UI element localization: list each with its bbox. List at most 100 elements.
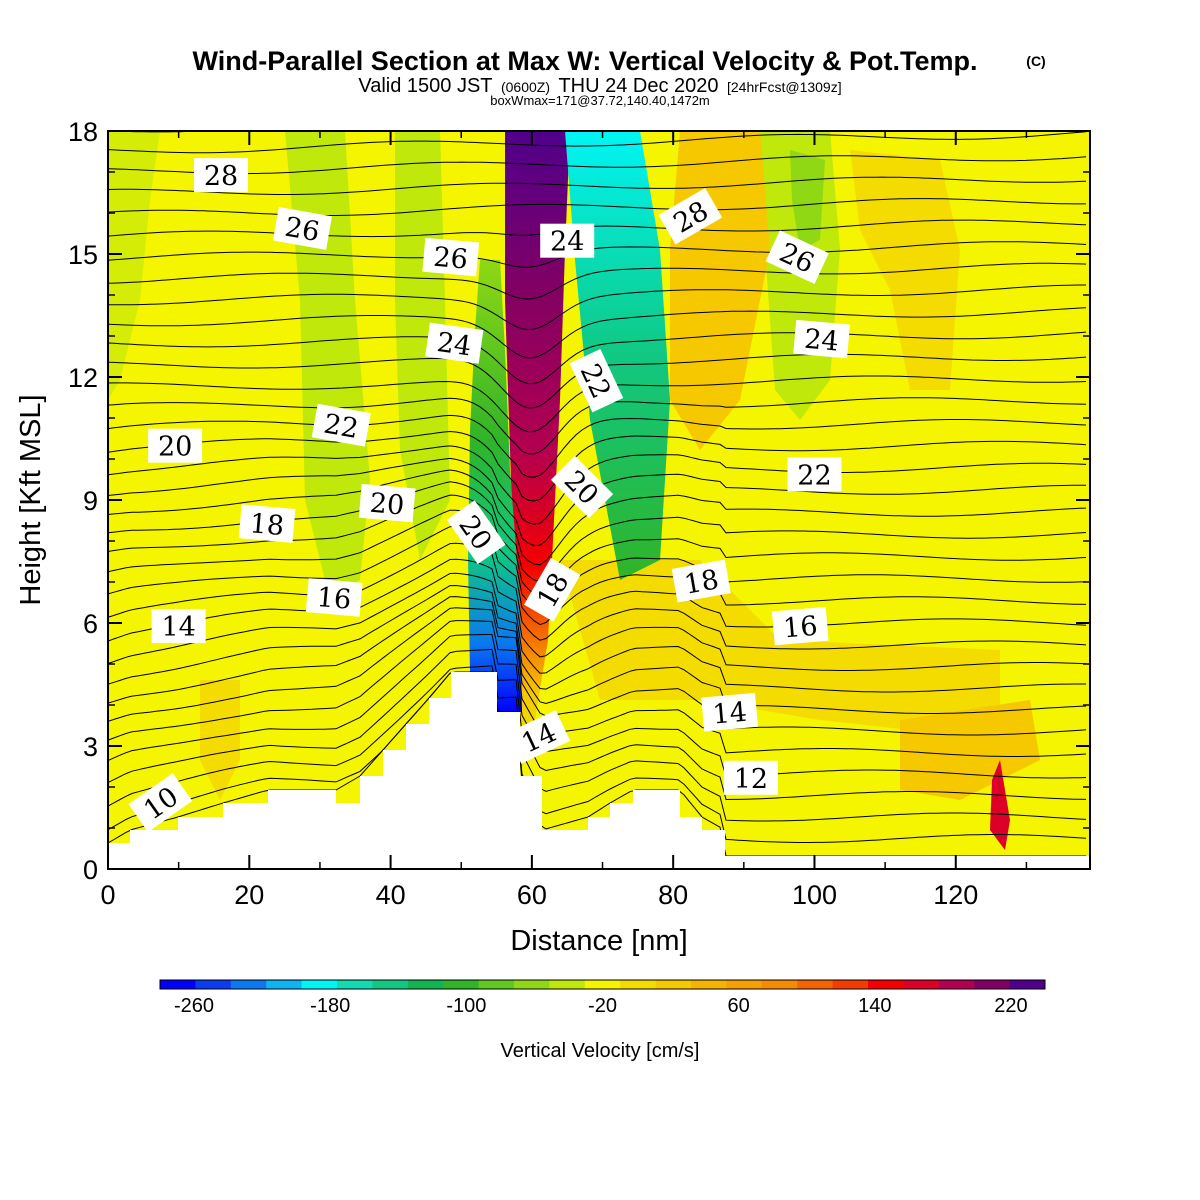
- colorbar: -260 -180 -100 -20 60 140 220: [159, 979, 1046, 1017]
- band-orange-2: [850, 150, 960, 390]
- colorbar-swatch: [761, 980, 798, 989]
- colorbar-swatch: [584, 980, 621, 989]
- contour-label-text: 20: [158, 432, 192, 463]
- theta-contour: [108, 198, 1086, 216]
- contour-label-box: [425, 322, 484, 364]
- theta-contour: [108, 671, 1087, 843]
- theta-contour: [108, 509, 1087, 611]
- theta-contour: [108, 176, 1087, 195]
- contour-label-box: [671, 559, 731, 603]
- theta-contour: [108, 525, 1087, 626]
- contour-label-text: 16: [316, 582, 353, 616]
- theta-contour: [108, 131, 209, 133]
- colorbar-swatch: [797, 980, 834, 989]
- contour-label-box: [787, 457, 842, 492]
- theta-contour: [108, 307, 1087, 359]
- theta-contour: [108, 284, 1086, 331]
- contour-label-box: [701, 692, 758, 732]
- contour-label-text: 18: [248, 508, 285, 542]
- contour-label: 24: [793, 319, 851, 359]
- contour-label-box: [723, 760, 778, 795]
- contour-label-box: [128, 773, 193, 832]
- colorbar-frame: [159, 979, 1046, 990]
- x-axis-title: Distance [nm]: [510, 925, 687, 957]
- y-tick-label: 9: [83, 486, 98, 516]
- x-tick-label: 0: [100, 880, 115, 910]
- contour-label-box: [765, 230, 829, 285]
- contour-label-text: 16: [782, 611, 819, 645]
- contour-label-text: 24: [803, 324, 840, 358]
- subtitle-valid: Valid 1500 JST: [358, 75, 492, 97]
- colorbar-swatch: [655, 980, 692, 989]
- band-orange-4: [900, 700, 1040, 800]
- contour-label-box: [238, 504, 296, 543]
- y-tick-label: 18: [68, 117, 98, 147]
- colorbar-tick-label: -260: [174, 995, 214, 1017]
- contour-label-text: 28: [204, 161, 238, 192]
- colorbar-swatch: [726, 980, 763, 989]
- theta-contour: [108, 584, 1086, 693]
- theta-contour: [108, 665, 1087, 822]
- theta-contour: [108, 430, 1087, 502]
- contour-label-box: [569, 349, 624, 413]
- contour-label: 16: [771, 606, 829, 646]
- x-tick-label: 80: [658, 880, 688, 910]
- contour-label: 14: [151, 609, 206, 644]
- contour-label-text: 22: [797, 460, 831, 491]
- band-orange-6: [200, 680, 240, 800]
- theta-contour: [108, 414, 1087, 478]
- theta-contour: [108, 155, 1087, 175]
- band-down-4b: [790, 150, 825, 250]
- colorbar-swatch: [407, 980, 444, 989]
- contour-label-text: 26: [432, 242, 469, 276]
- contour-label-box: [151, 609, 206, 644]
- theta-contour: [108, 131, 1087, 154]
- colorbar-swatch: [230, 980, 267, 989]
- colorbar-swatch: [903, 980, 940, 989]
- contour-label: 24: [540, 223, 595, 258]
- subtitle-forecast: [24hrFcst@1309z]: [727, 79, 842, 95]
- theta-contour: [108, 262, 1087, 300]
- subtitle-date: THU 24 Dec 2020: [558, 75, 718, 97]
- contour-label: 14: [701, 692, 758, 732]
- colorbar-swatch: [195, 980, 232, 989]
- contour-label-text: 14: [711, 697, 748, 731]
- contour-label-box: [540, 223, 595, 258]
- colorbar-swatch: [832, 980, 869, 989]
- x-tick-label: 40: [376, 880, 406, 910]
- plot-area: [108, 131, 1090, 869]
- colorbar-swatch: [938, 980, 975, 989]
- contour-label: 18: [238, 504, 296, 543]
- colorbar-swatch: [266, 980, 303, 989]
- theta-contour: [108, 596, 1087, 714]
- colorbar-title: Vertical Velocity [cm/s]: [501, 1040, 700, 1062]
- x-axis: 0 20 40 60 80 100 120: [100, 131, 1028, 910]
- band-red-5: [990, 760, 1010, 850]
- colorbar-swatch: [301, 980, 338, 989]
- contour-label: 22: [787, 457, 842, 492]
- contour-label-text: 18: [682, 564, 721, 600]
- contour-label-box: [358, 483, 416, 523]
- contour-label: 24: [425, 322, 484, 364]
- colorbar-tick-label: -20: [588, 995, 617, 1017]
- contour-label-text: 26: [283, 212, 322, 248]
- band-weak-down-1: [108, 131, 160, 400]
- contour-label-box: [506, 710, 571, 764]
- band-weak-down-2: [285, 131, 370, 600]
- theta-contour: [108, 634, 1087, 779]
- theta-contour: [108, 445, 1087, 525]
- contour-label: 20: [550, 455, 614, 519]
- contour-label-box: [793, 319, 851, 359]
- colorbar-swatch: [974, 980, 1011, 989]
- contour-label-box: [771, 606, 829, 646]
- colorbar-swatch: [549, 980, 586, 989]
- colorbar-swatch: [691, 980, 727, 989]
- contour-label-box: [311, 403, 371, 447]
- band-orange-3: [560, 560, 1000, 740]
- contour-label: 20: [358, 483, 416, 523]
- contour-label: 12: [723, 760, 778, 795]
- theta-contour: [108, 572, 1087, 674]
- colorbar-swatch: [372, 980, 409, 989]
- colorbar-swatch: [868, 980, 904, 989]
